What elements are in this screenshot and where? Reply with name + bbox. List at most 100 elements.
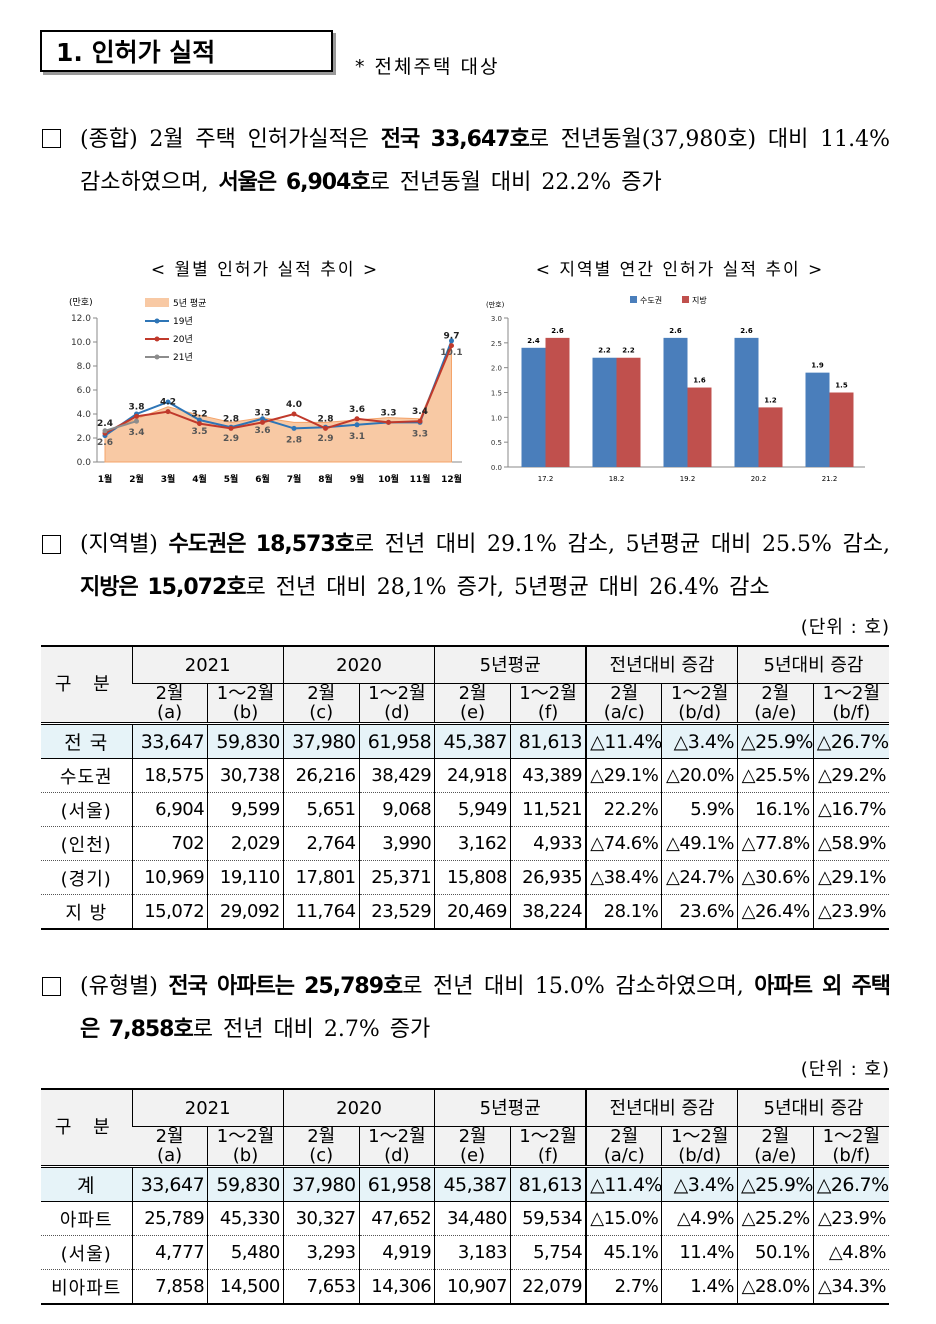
bar: [805, 372, 830, 467]
data-label: 2.2: [598, 347, 611, 355]
table-cell: 19,110: [207, 860, 284, 895]
y-tick-label: 8.0: [77, 362, 92, 372]
header-cell: 2020: [282, 645, 435, 684]
checkbox: [42, 535, 61, 554]
table-cell: 43,389: [509, 758, 587, 793]
table-cell: 61,958: [358, 1166, 435, 1202]
table-cell: △58.9%: [812, 826, 889, 861]
table-cell: 11,521: [509, 792, 587, 827]
bar: [758, 407, 783, 467]
header-cell: 5년평균: [434, 645, 587, 684]
point: [260, 416, 265, 422]
table-cell: 2,764: [282, 826, 360, 861]
text: (종합) 2월 주택 인허가실적은: [80, 127, 381, 152]
table-cell: 3,293: [282, 1235, 360, 1270]
header-cell: 1～2월 (f): [509, 1126, 587, 1168]
table-cell: 11.4%: [661, 1235, 738, 1270]
data-label: 3.3: [255, 408, 271, 418]
table-cell: △15.0%: [585, 1201, 662, 1236]
unit-note: (단위 : 호): [800, 1059, 890, 1080]
header-cell: 1～2월 (b): [207, 1126, 284, 1168]
table-cell: 38,224: [509, 894, 587, 930]
bold-text: 수도권은 18,573호: [168, 532, 355, 557]
table-cell: △26.4%: [737, 894, 814, 930]
x-tick-label: 2월: [129, 473, 144, 485]
row-label: 수도권: [41, 758, 132, 793]
y-tick-label: 0.0: [77, 458, 92, 468]
checkbox: [42, 129, 61, 148]
data-label: 4.2: [160, 398, 176, 408]
bold-text: 전국 아파트는 25,789호: [168, 974, 403, 999]
table-cell: △38.4%: [585, 860, 662, 895]
chart-title: < 지역별 연간 인허가 실적 추이 >: [536, 260, 825, 280]
table-cell: 59,830: [207, 723, 284, 759]
point: [354, 422, 360, 428]
data-label: 3.4: [412, 407, 428, 417]
table-cell: 30,738: [207, 758, 284, 793]
data-label: 2.9: [223, 434, 239, 444]
header-cell: 1～2월 (b/d): [661, 1126, 738, 1168]
table-row: 수도권 18,575 30,738 26,216 38,429 24,918 43,389 △…: [41, 758, 889, 793]
point: [260, 419, 265, 425]
header-line: (c): [309, 702, 334, 723]
table-cell: 15,072: [131, 894, 208, 930]
table-row: (서울) 4,777 5,480 3,293 4,919 3,183 5,754 45.1% 1…: [41, 1235, 889, 1270]
legend-swatch: [682, 296, 689, 303]
table-cell: 50.1%: [737, 1235, 814, 1270]
header-line: (b/f): [832, 702, 871, 723]
y-tick-label: 10.0: [71, 338, 91, 348]
header-line: (e): [460, 1145, 486, 1166]
legend-label: 5년 평균: [173, 298, 206, 309]
row-label: (서울): [41, 792, 132, 827]
x-tick-label: 12월: [441, 473, 462, 485]
header-row: 구 분 2021 2020 5년평균 전년대비 증감 5년대비 증감: [41, 1088, 889, 1168]
table-cell: 26,216: [282, 758, 360, 793]
y-tick-label: 1.5: [491, 390, 502, 398]
checkbox: [42, 977, 61, 996]
header-cell: 5년대비 증감: [737, 645, 889, 684]
data-label: 2.6: [669, 327, 682, 335]
header-cell: 1～2월 (d): [358, 683, 435, 725]
line-chart: < 월별 인허가 실적 추이 > (만호) 0.0 2.0 4.0 6.0 8.0 10.0 1…: [69, 260, 463, 485]
y-tick-label: 1.0: [491, 414, 502, 422]
header-line: (a): [157, 1145, 183, 1166]
data-label: 3.1: [349, 432, 365, 442]
text: 로 전년 대비 28,1% 증가, 5년평균 대비 26.4% 감소: [245, 575, 770, 600]
table-cell: 20,469: [434, 894, 511, 930]
bold-text: 전국 33,647호: [380, 127, 530, 152]
table-row: (경기) 10,969 19,110 17,801 25,371 15,808 26,935…: [41, 860, 889, 895]
point: [449, 343, 454, 349]
x-tick-label: 18.2: [609, 475, 625, 483]
table-cell: 22,079: [509, 1269, 587, 1305]
header-line: (a/e): [754, 702, 797, 723]
table-cell: △16.7%: [812, 792, 889, 827]
table-cell: △49.1%: [661, 826, 738, 861]
table-cell: 5,480: [207, 1235, 284, 1270]
data-label: 2.9: [318, 434, 334, 444]
data-label: 2.8: [286, 435, 302, 445]
table-cell: 3,183: [434, 1235, 511, 1270]
header-line: (a/c): [603, 1145, 645, 1166]
area: [104, 343, 452, 463]
header-line: (f): [537, 702, 559, 723]
point: [386, 419, 391, 425]
table-cell: 3,990: [358, 826, 435, 861]
table-row: (인천) 702 2,029 2,764 3,990 3,162 4,933 △74.6% △4…: [41, 826, 889, 861]
header-line: 1～2월: [216, 683, 275, 704]
header-line: 2월: [307, 683, 336, 704]
row-label: 비아파트: [41, 1269, 132, 1305]
header-line: (b): [232, 1145, 259, 1166]
text: (지역별): [80, 532, 169, 557]
table-cell: 2,029: [207, 826, 284, 861]
header-line: 2월: [610, 683, 639, 704]
data-table: 구 분 2021 2020 5년평균 전년대비 증감 5년대비 증감 2월 (a) 1～2월 (b…: [41, 645, 889, 930]
x-tick-label: 3월: [161, 473, 176, 485]
table-cell: △25.9%: [737, 1166, 814, 1202]
table-cell: △29.2%: [812, 758, 889, 793]
row-label: (경기): [41, 860, 132, 895]
table-cell: 5,949: [434, 792, 511, 827]
header-cell: 2월 (a/c): [585, 683, 662, 725]
table-cell: 37,980: [282, 723, 360, 759]
table-cell: 15,808: [434, 860, 511, 895]
header-line: 1～2월: [670, 1126, 729, 1147]
